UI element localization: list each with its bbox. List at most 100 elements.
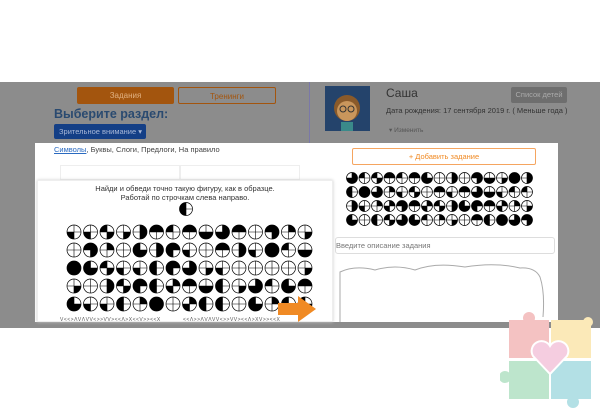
quadrant-circle[interactable] (264, 224, 280, 240)
quadrant-circle[interactable] (149, 260, 164, 276)
quadrant-circle[interactable] (182, 260, 197, 276)
quadrant-circle[interactable] (83, 242, 98, 258)
quadrant-circle[interactable] (132, 242, 148, 258)
quadrant-circle[interactable] (149, 224, 164, 240)
quadrant-circle[interactable] (471, 200, 483, 212)
quadrant-circle[interactable] (83, 296, 98, 312)
quadrant-circle[interactable] (66, 260, 82, 276)
quadrant-circle[interactable] (383, 200, 396, 212)
quadrant-circle[interactable] (198, 296, 214, 312)
quadrant-circle[interactable] (165, 296, 181, 312)
quadrant-circle[interactable] (231, 260, 247, 276)
quadrant-circle[interactable] (116, 224, 131, 240)
quadrant-circle[interactable] (66, 242, 82, 258)
quadrant-circle[interactable] (433, 186, 446, 198)
quadrant-circle[interactable] (446, 186, 458, 198)
quadrant-circle[interactable] (132, 224, 148, 240)
description-input[interactable]: Введите описание задания (335, 237, 555, 254)
quadrant-circle[interactable] (99, 224, 115, 240)
tab-trainings[interactable]: Тренинги (178, 87, 276, 104)
quadrant-circle[interactable] (508, 186, 521, 198)
quadrant-circle[interactable] (281, 278, 296, 294)
edit-link[interactable]: ▾ Изменить (389, 127, 424, 134)
quadrant-circle[interactable] (396, 172, 408, 184)
quadrant-circle[interactable] (496, 200, 508, 212)
quadrant-circle[interactable] (483, 172, 496, 184)
quadrant-circle[interactable] (231, 242, 247, 258)
quadrant-circle[interactable] (248, 296, 263, 312)
quadrant-circle[interactable] (408, 200, 421, 212)
quadrant-circle[interactable] (358, 172, 371, 184)
quadrant-circle[interactable] (198, 242, 214, 258)
quadrant-circle[interactable] (83, 224, 98, 240)
quadrant-circle[interactable] (383, 172, 396, 184)
quadrant-circle[interactable] (264, 278, 280, 294)
quadrant-circle[interactable] (421, 186, 433, 198)
quadrant-circle[interactable] (149, 296, 164, 312)
quadrant-circle[interactable] (471, 186, 483, 198)
quadrant-circle[interactable] (346, 172, 358, 184)
quadrant-circle[interactable] (83, 260, 98, 276)
arrow-right-icon[interactable] (278, 296, 318, 322)
children-list-button[interactable]: Список детей (511, 87, 567, 103)
quadrant-circle[interactable] (483, 186, 496, 198)
category-symbols[interactable]: Символы (54, 145, 87, 154)
quadrant-circle[interactable] (446, 200, 458, 212)
quadrant-circle[interactable] (248, 260, 263, 276)
quadrant-circle[interactable] (179, 202, 193, 216)
quadrant-circle[interactable] (132, 296, 148, 312)
quadrant-circle[interactable] (496, 214, 508, 226)
category-syllables[interactable]: Слоги (115, 145, 137, 154)
quadrant-circle[interactable] (116, 278, 131, 294)
quadrant-circle[interactable] (446, 214, 458, 226)
quadrant-circle[interactable] (165, 278, 181, 294)
quadrant-circle[interactable] (496, 186, 508, 198)
quadrant-circle[interactable] (215, 278, 230, 294)
task-thumb-1[interactable] (60, 165, 180, 180)
quadrant-circle[interactable] (165, 224, 181, 240)
quadrant-circle[interactable] (297, 242, 313, 258)
quadrant-circle[interactable] (408, 172, 421, 184)
add-task-button[interactable]: + Добавить задание (352, 148, 536, 165)
quadrant-circle[interactable] (99, 242, 115, 258)
quadrant-circle[interactable] (198, 224, 214, 240)
quadrant-circle[interactable] (83, 278, 98, 294)
quadrant-circle[interactable] (358, 214, 371, 226)
quadrant-circle[interactable] (281, 242, 296, 258)
category-letters[interactable]: Буквы (90, 145, 112, 154)
quadrant-circle[interactable] (483, 214, 496, 226)
quadrant-circle[interactable] (396, 214, 408, 226)
quadrant-circle[interactable] (99, 278, 115, 294)
quadrant-circle[interactable] (433, 200, 446, 212)
quadrant-circle[interactable] (408, 214, 421, 226)
quadrant-circle[interactable] (198, 260, 214, 276)
section-dropdown[interactable]: Зрительное внимание ▾ (54, 124, 146, 139)
quadrant-circle[interactable] (248, 278, 263, 294)
quadrant-circle[interactable] (149, 242, 164, 258)
quadrant-circle[interactable] (383, 214, 396, 226)
quadrant-circle[interactable] (508, 214, 521, 226)
task-thumb-2[interactable] (180, 165, 300, 180)
quadrant-circle[interactable] (99, 260, 115, 276)
quadrant-circle[interactable] (215, 224, 230, 240)
quadrant-circle[interactable] (182, 224, 197, 240)
quadrant-circle[interactable] (433, 172, 446, 184)
quadrant-circle[interactable] (248, 224, 263, 240)
quadrant-circle[interactable] (231, 224, 247, 240)
quadrant-circle[interactable] (433, 214, 446, 226)
quadrant-circle[interactable] (358, 200, 371, 212)
quadrant-circle[interactable] (264, 242, 280, 258)
quadrant-circle[interactable] (346, 186, 358, 198)
quadrant-circle[interactable] (508, 172, 521, 184)
quadrant-circle[interactable] (521, 172, 533, 184)
quadrant-circle[interactable] (264, 260, 280, 276)
quadrant-circle[interactable] (458, 214, 471, 226)
quadrant-circle[interactable] (471, 172, 483, 184)
quadrant-circle[interactable] (358, 186, 371, 198)
quadrant-circle[interactable] (66, 296, 82, 312)
quadrant-circle[interactable] (281, 224, 296, 240)
quadrant-circle[interactable] (231, 278, 247, 294)
quadrant-circle[interactable] (281, 260, 296, 276)
quadrant-circle[interactable] (371, 172, 383, 184)
quadrant-circle[interactable] (165, 242, 181, 258)
